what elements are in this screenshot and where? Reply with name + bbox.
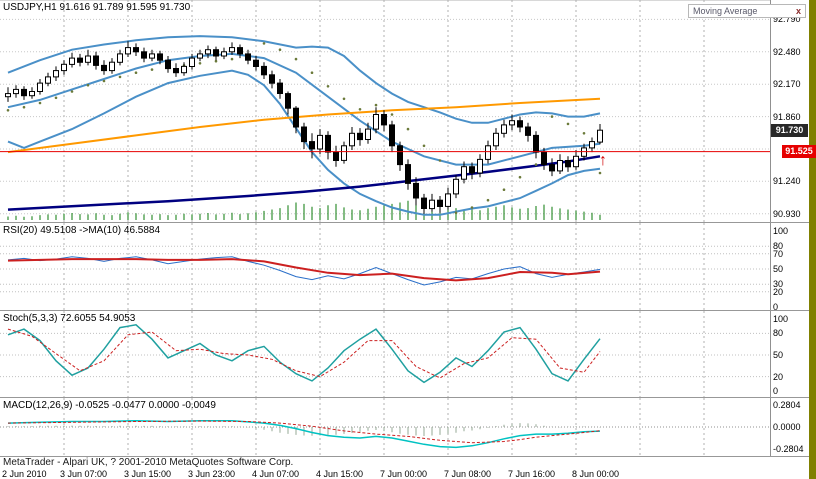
stoch-axis-label: 80 bbox=[773, 328, 784, 339]
time-axis-label: 3 Jun 15:00 bbox=[124, 469, 172, 479]
time-axis-label: 8 Jun 00:00 bbox=[572, 469, 620, 479]
macd-axis-label: 0.0000 bbox=[773, 422, 801, 432]
main-chart-canvas[interactable] bbox=[0, 0, 770, 222]
rsi-axis-label: 20 bbox=[773, 286, 784, 297]
panel-splitter-stoch[interactable] bbox=[0, 310, 809, 311]
time-axis-label: 7 Jun 00:00 bbox=[380, 469, 428, 479]
stoch-axis-label: 100 bbox=[773, 314, 789, 324]
panel-splitter-macd[interactable] bbox=[0, 397, 809, 398]
up-arrow-icon: ↑ bbox=[599, 152, 607, 169]
rsi-axis-label: 30 bbox=[773, 279, 784, 290]
price-axis-label: 92.790 bbox=[773, 14, 801, 25]
panel-splitter-bottom bbox=[0, 456, 809, 457]
macd-indicator-label: MACD(12,26,9) -0.0525 -0.0477 0.0000 -0.… bbox=[3, 400, 216, 411]
price-line-tag: 91.525 bbox=[782, 145, 816, 158]
time-axis-label: 4 Jun 07:00 bbox=[252, 469, 300, 479]
indicator-close-icon[interactable]: x bbox=[795, 6, 801, 16]
symbol-ohlc-label: USDJPY,H1 91.616 91.789 91.595 91.730 bbox=[3, 2, 191, 13]
indicator-name-label: Moving Average bbox=[693, 6, 758, 16]
macd-axis-label: 0.2804 bbox=[773, 399, 801, 410]
panel-splitter-rsi[interactable] bbox=[0, 222, 809, 223]
price-axis-label: 92.480 bbox=[773, 46, 801, 57]
price-axis[interactable] bbox=[770, 0, 809, 456]
copyright-label: MetaTrader - Alpari UK, ? 2001-2010 Meta… bbox=[3, 457, 294, 468]
current-price-tag: 91.730 bbox=[771, 124, 808, 137]
rsi-panel-canvas[interactable] bbox=[0, 223, 770, 310]
stoch-panel-canvas[interactable] bbox=[0, 311, 770, 397]
rsi-indicator-label: RSI(20) 49.5108 ->MA(10) 46.5884 bbox=[3, 225, 161, 236]
time-axis-label: 4 Jun 15:00 bbox=[316, 469, 364, 479]
price-axis-label: 91.240 bbox=[773, 176, 801, 187]
indicator-info-box: Moving Average x bbox=[688, 4, 806, 18]
time-axis-label: 3 Jun 23:00 bbox=[188, 469, 236, 479]
time-axis-label: 7 Jun 08:00 bbox=[444, 469, 492, 479]
macd-axis-label: -0.2804 bbox=[773, 444, 804, 454]
rsi-axis-label: 50 bbox=[773, 264, 784, 274]
time-axis-label: 2 Jun 2010 bbox=[2, 469, 47, 479]
stoch-axis-label: 0 bbox=[773, 386, 779, 396]
price-axis-label: 90.930 bbox=[773, 208, 801, 219]
stoch-axis-label: 50 bbox=[773, 350, 784, 360]
price-axis-label: 91.860 bbox=[773, 111, 801, 122]
window-border-right bbox=[809, 0, 816, 479]
time-axis-label: 3 Jun 07:00 bbox=[60, 469, 108, 479]
stoch-axis-label: 20 bbox=[773, 371, 784, 382]
time-axis-label: 7 Jun 16:00 bbox=[508, 469, 556, 479]
macd-panel-canvas[interactable] bbox=[0, 398, 770, 456]
rsi-axis-label: 70 bbox=[773, 248, 784, 259]
rsi-axis-label: 80 bbox=[773, 241, 784, 252]
rsi-axis-label: 100 bbox=[773, 226, 789, 236]
rsi-axis-label: 0 bbox=[773, 302, 779, 312]
price-axis-label: 92.170 bbox=[773, 79, 801, 90]
stoch-indicator-label: Stoch(5,3,3) 72.6055 54.9053 bbox=[3, 313, 136, 324]
